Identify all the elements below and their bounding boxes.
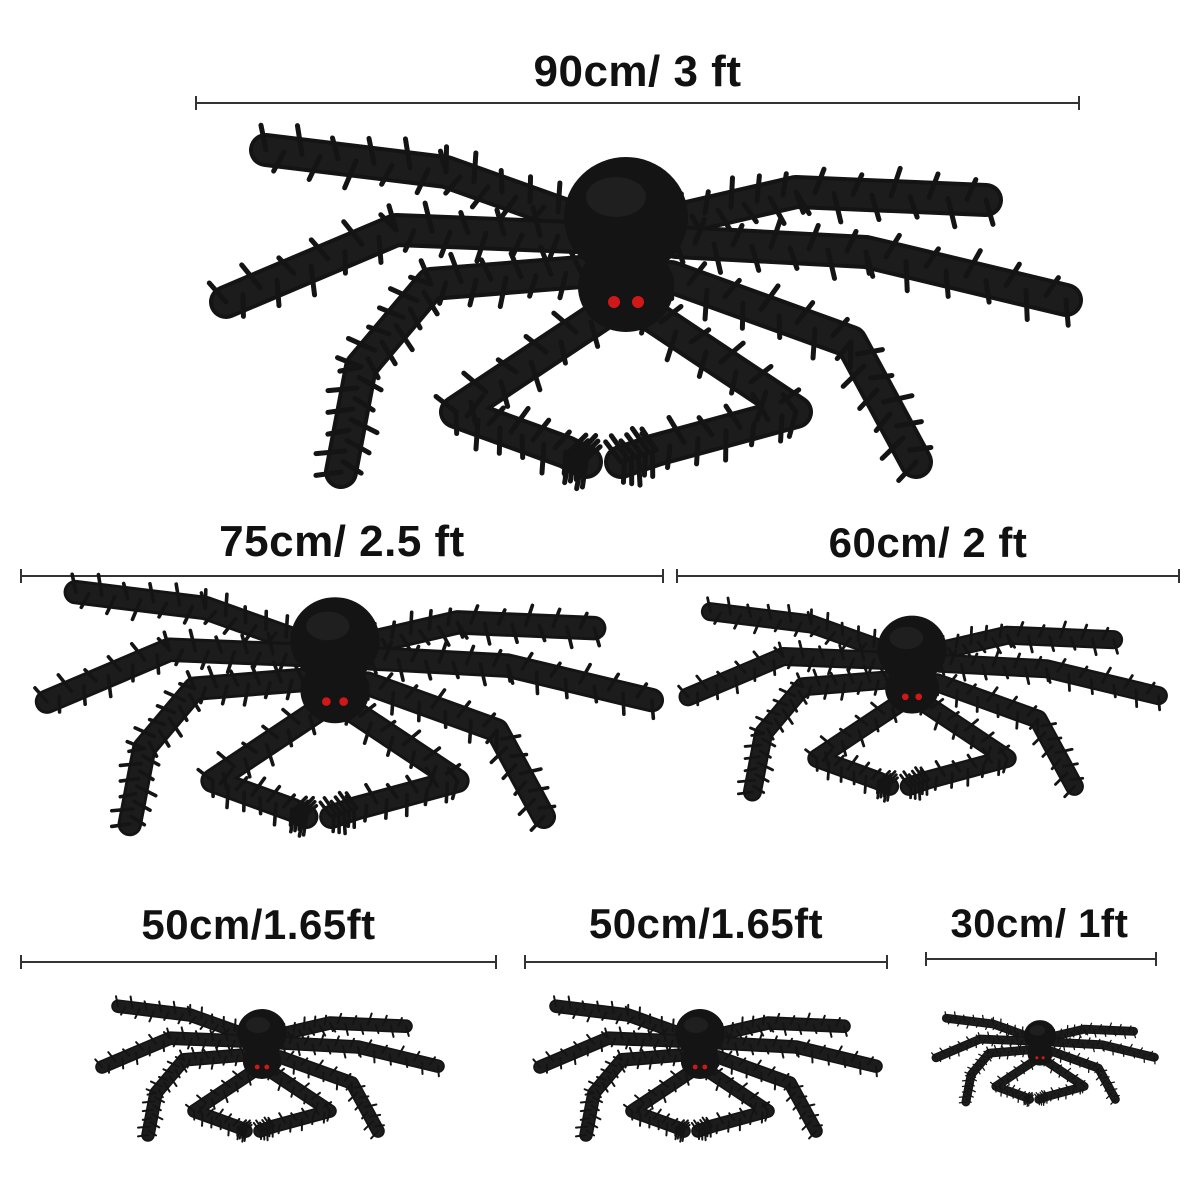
measure-line-75cm xyxy=(20,569,664,583)
measure-line-30cm xyxy=(925,952,1157,966)
measure-line-50cm-left xyxy=(20,955,497,969)
size-label-30cm: 30cm/ 1ft xyxy=(950,902,1129,946)
measure-line-50cm-middle xyxy=(524,955,888,969)
size-label-75cm: 75cm/ 2.5 ft xyxy=(219,517,465,566)
measure-line-90cm xyxy=(195,96,1080,110)
size-label-50cm-middle: 50cm/1.65ft xyxy=(588,900,824,947)
size-label-60cm: 60cm/ 2 ft xyxy=(828,519,1028,566)
size-label-90cm: 90cm/ 3 ft xyxy=(533,47,742,96)
size-label-50cm-left: 50cm/1.65ft xyxy=(141,901,376,948)
measure-line-60cm xyxy=(676,569,1180,583)
